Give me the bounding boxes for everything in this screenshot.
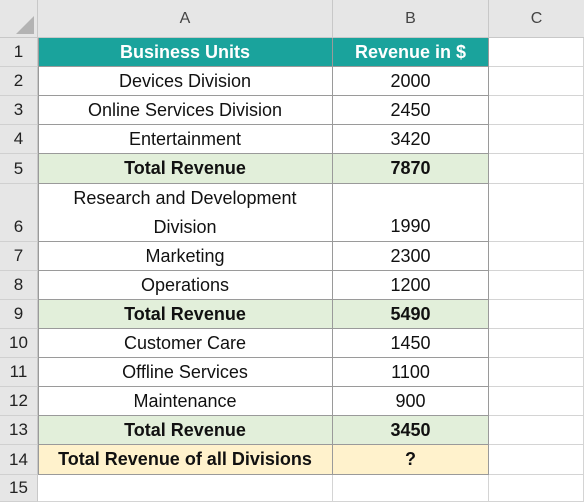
cell-b5-total-value[interactable]: 7870 — [333, 154, 489, 184]
cell-b11[interactable]: 1100 — [333, 358, 489, 387]
cell-b7[interactable]: 2300 — [333, 242, 489, 271]
row-header-5[interactable]: 5 — [0, 154, 38, 184]
cell-b12[interactable]: 900 — [333, 387, 489, 416]
cell-c1[interactable] — [489, 38, 584, 67]
cell-a6-line2: Division — [153, 216, 217, 237]
cell-c9[interactable] — [489, 300, 584, 329]
column-header-c[interactable]: C — [489, 0, 584, 38]
cell-c10[interactable] — [489, 329, 584, 358]
cell-b10[interactable]: 1450 — [333, 329, 489, 358]
header-cell-business-units[interactable]: Business Units — [38, 38, 333, 67]
cell-b2[interactable]: 2000 — [333, 67, 489, 96]
cell-c4[interactable] — [489, 125, 584, 154]
header-cell-revenue[interactable]: Revenue in $ — [333, 38, 489, 67]
cell-a4[interactable]: Entertainment — [38, 125, 333, 154]
row-header-9[interactable]: 9 — [0, 300, 38, 329]
row-header-10[interactable]: 10 — [0, 329, 38, 358]
cell-b13-total-value[interactable]: 3450 — [333, 416, 489, 445]
cell-c2[interactable] — [489, 67, 584, 96]
cell-a5-total-label[interactable]: Total Revenue — [38, 154, 333, 184]
select-all-corner[interactable] — [0, 0, 38, 38]
row-header-13[interactable]: 13 — [0, 416, 38, 445]
cell-a2[interactable]: Devices Division — [38, 67, 333, 96]
cell-c3[interactable] — [489, 96, 584, 125]
cell-a15[interactable] — [38, 475, 333, 502]
cell-a3[interactable]: Online Services Division — [38, 96, 333, 125]
cell-a13-total-label[interactable]: Total Revenue — [38, 416, 333, 445]
column-header-a[interactable]: A — [38, 0, 333, 38]
cell-b8[interactable]: 1200 — [333, 271, 489, 300]
cell-a14-grand-total-label[interactable]: Total Revenue of all Divisions — [38, 445, 333, 475]
cell-b9-total-value[interactable]: 5490 — [333, 300, 489, 329]
cell-a7[interactable]: Marketing — [38, 242, 333, 271]
cell-a10[interactable]: Customer Care — [38, 329, 333, 358]
cell-c5[interactable] — [489, 154, 584, 184]
row-header-2[interactable]: 2 — [0, 67, 38, 96]
row-header-8[interactable]: 8 — [0, 271, 38, 300]
cell-a9-total-label[interactable]: Total Revenue — [38, 300, 333, 329]
cell-c7[interactable] — [489, 242, 584, 271]
cell-a12[interactable]: Maintenance — [38, 387, 333, 416]
cell-c15[interactable] — [489, 475, 584, 502]
cell-b6[interactable]: 1990 — [333, 184, 489, 242]
column-header-b[interactable]: B — [333, 0, 489, 38]
row-header-1[interactable]: 1 — [0, 38, 38, 67]
cell-b15[interactable] — [333, 475, 489, 502]
row-header-12[interactable]: 12 — [0, 387, 38, 416]
cell-c12[interactable] — [489, 387, 584, 416]
row-header-15[interactable]: 15 — [0, 475, 38, 502]
cell-a6[interactable]: Research and Development Division — [38, 184, 333, 242]
cell-a8[interactable]: Operations — [38, 271, 333, 300]
cell-c8[interactable] — [489, 271, 584, 300]
cell-b14-grand-total-value[interactable]: ? — [333, 445, 489, 475]
cell-b3[interactable]: 2450 — [333, 96, 489, 125]
cell-c13[interactable] — [489, 416, 584, 445]
row-header-4[interactable]: 4 — [0, 125, 38, 154]
row-header-7[interactable]: 7 — [0, 242, 38, 271]
cell-a11[interactable]: Offline Services — [38, 358, 333, 387]
cell-c11[interactable] — [489, 358, 584, 387]
row-header-14[interactable]: 14 — [0, 445, 38, 475]
cell-c14[interactable] — [489, 445, 584, 475]
cell-c6[interactable] — [489, 184, 584, 242]
select-all-triangle-icon — [16, 16, 34, 34]
row-header-6[interactable]: 6 — [0, 184, 38, 242]
cell-a6-line1: Research and Development — [73, 187, 297, 208]
row-header-3[interactable]: 3 — [0, 96, 38, 125]
row-header-11[interactable]: 11 — [0, 358, 38, 387]
cell-b4[interactable]: 3420 — [333, 125, 489, 154]
